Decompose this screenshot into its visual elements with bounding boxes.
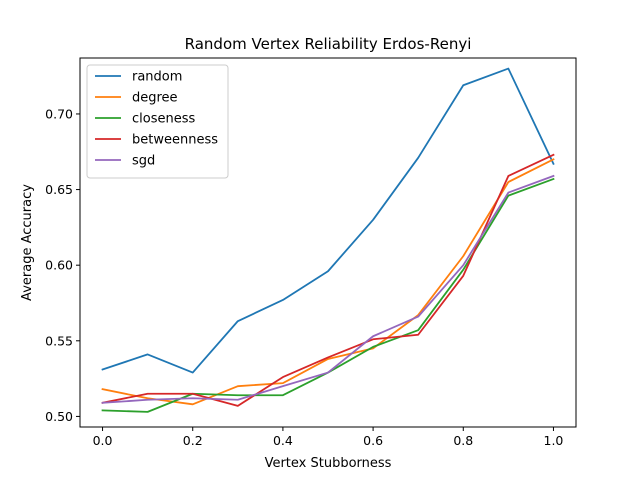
legend-box <box>86 64 229 179</box>
legend-label-random: random <box>132 70 182 85</box>
y-tick-label: 0.60 <box>45 258 73 273</box>
y-tick-label: 0.65 <box>45 182 73 197</box>
x-tick-label: 0.8 <box>453 433 473 448</box>
series-line-degree <box>101 158 555 406</box>
series-line-closeness <box>101 177 555 413</box>
y-axis: 0.50 0.55 0.60 0.65 0.70 <box>45 106 80 424</box>
y-axis-label: Average Accuracy <box>20 184 35 301</box>
series-line-random <box>101 67 555 374</box>
y-tick-label: 0.50 <box>45 409 73 424</box>
legend-label-closeness: closeness <box>132 112 195 127</box>
chart-title: Random Vertex Reliability Erdos-Renyi <box>185 35 472 53</box>
legend-label-sgd: sgd <box>132 154 155 169</box>
y-tick-label: 0.55 <box>45 333 73 348</box>
series-line-betweenness <box>101 153 555 407</box>
legend-label-betweenness: betweenness <box>132 133 218 148</box>
x-axis-label: Vertex Stubborness <box>265 456 392 471</box>
x-tick-label: 1.0 <box>544 433 564 448</box>
x-axis: 0.0 0.2 0.4 0.6 0.8 1.0 <box>93 427 564 448</box>
x-tick-label: 0.2 <box>183 433 203 448</box>
legend-label-degree: degree <box>132 91 178 106</box>
plot-frame <box>79 57 577 428</box>
x-tick-label: 0.6 <box>363 433 383 448</box>
x-tick-label: 0.0 <box>93 433 113 448</box>
x-tick-label: 0.4 <box>273 433 293 448</box>
series-line-sgd <box>101 174 555 404</box>
y-tick-label: 0.70 <box>45 106 73 121</box>
legend: random degree closeness betweenness sgd <box>86 64 229 179</box>
